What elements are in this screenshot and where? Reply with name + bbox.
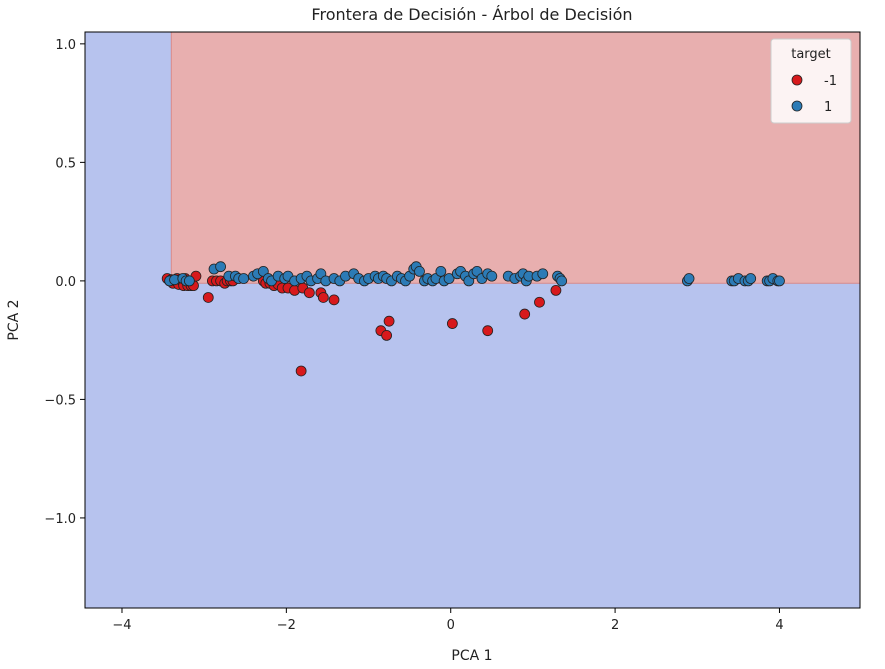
point-class--1 xyxy=(447,319,457,329)
y-tick-label: 0.5 xyxy=(55,156,76,171)
point-class-1 xyxy=(184,276,194,286)
point-class-1 xyxy=(774,276,784,286)
point-class-1 xyxy=(746,274,756,284)
point-class--1 xyxy=(329,295,339,305)
point-class-1 xyxy=(216,262,226,272)
y-tick-label: −1.0 xyxy=(44,512,76,527)
point-class-1 xyxy=(487,271,497,281)
point-class-1 xyxy=(557,276,567,286)
legend-marker--1 xyxy=(792,75,802,85)
point-class-1 xyxy=(414,266,424,276)
point-class--1 xyxy=(318,292,328,302)
point-class--1 xyxy=(534,297,544,307)
point-class--1 xyxy=(296,366,306,376)
decision-region-class--1 xyxy=(171,32,860,283)
legend-label: 1 xyxy=(824,100,832,115)
x-tick-label: −2 xyxy=(277,618,296,633)
point-class--1 xyxy=(551,285,561,295)
point-class--1 xyxy=(382,330,392,340)
legend-title: target xyxy=(791,47,831,62)
x-tick-label: 0 xyxy=(447,618,455,633)
x-tick-label: 4 xyxy=(775,618,783,633)
y-tick-label: −0.5 xyxy=(44,393,76,408)
y-tick-label: 0.0 xyxy=(55,275,76,290)
legend-label: -1 xyxy=(824,74,837,89)
y-axis-label: PCA 2 xyxy=(6,299,22,340)
x-tick-label: 2 xyxy=(611,618,619,633)
x-axis-ticks: −4 −2 0 2 4 xyxy=(112,608,783,633)
chart-title: Frontera de Decisión - Árbol de Decisión xyxy=(311,5,632,24)
legend: target -1 1 xyxy=(771,39,851,123)
y-tick-label: 1.0 xyxy=(55,38,76,53)
decision-regions xyxy=(85,32,860,608)
point-class-1 xyxy=(436,266,446,276)
point-class--1 xyxy=(483,326,493,336)
point-class-1 xyxy=(239,274,249,284)
point-class--1 xyxy=(304,288,314,298)
point-class--1 xyxy=(520,309,530,319)
point-class--1 xyxy=(384,316,394,326)
legend-marker-1 xyxy=(792,101,802,111)
point-class-1 xyxy=(538,269,548,279)
x-tick-label: −4 xyxy=(112,618,131,633)
y-axis-ticks: 1.0 0.5 0.0 −0.5 −1.0 xyxy=(44,38,85,527)
point-class-1 xyxy=(684,274,694,284)
x-axis-label: PCA 1 xyxy=(451,648,492,664)
point-class--1 xyxy=(203,292,213,302)
